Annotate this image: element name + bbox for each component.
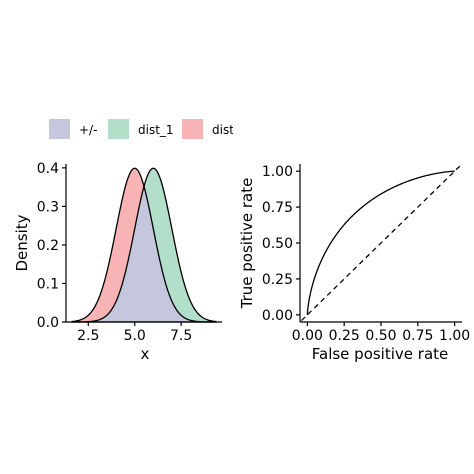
density-y-tick-label: 0.1 bbox=[37, 276, 59, 292]
density-y-tick-label: 0.3 bbox=[37, 199, 59, 215]
roc-diagonal bbox=[301, 164, 461, 322]
roc-y-tick-label: 0.50 bbox=[262, 236, 293, 252]
density-x-tick-label: 2.5 bbox=[77, 328, 99, 344]
roc-ticks: 0.00 0.25 0.50 0.75 1.00 0.00 0.25 0.50 0.75 1.00 bbox=[262, 164, 470, 344]
roc-x-tick-label: 0.75 bbox=[402, 328, 433, 344]
legend-key-plusminus bbox=[49, 119, 70, 139]
density-plot: 2.5 5.0 7.5 0.0 0.1 0.2 0.3 0.4 x Density bbox=[13, 161, 222, 363]
roc-x-tick-label: 1.00 bbox=[439, 328, 470, 344]
roc-x-tick-label: 0.00 bbox=[292, 328, 323, 344]
density-y-tick-label: 0.2 bbox=[37, 238, 59, 254]
roc-y-tick-label: 0.00 bbox=[262, 308, 293, 324]
roc-y-tick-label: 0.75 bbox=[262, 200, 293, 216]
roc-marks bbox=[301, 164, 461, 322]
legend: +/- dist_1 dist bbox=[49, 119, 234, 139]
density-x-tick-label: 7.5 bbox=[170, 328, 192, 344]
density-x-axis-title: x bbox=[141, 345, 150, 363]
roc-x-tick-label: 0.50 bbox=[365, 328, 396, 344]
legend-label-dist: dist bbox=[212, 123, 234, 137]
density-marks bbox=[71, 167, 217, 323]
roc-x-axis-title: False positive rate bbox=[312, 345, 449, 363]
density-area-overlap bbox=[71, 186, 217, 322]
legend-key-dist bbox=[182, 119, 203, 139]
legend-label-dist-1: dist_1 bbox=[138, 123, 174, 137]
legend-label-plusminus: +/- bbox=[79, 123, 97, 137]
roc-y-tick-label: 1.00 bbox=[262, 164, 293, 180]
density-x-tick-label: 5.0 bbox=[124, 328, 146, 344]
roc-y-axis-title: True positive rate bbox=[238, 178, 256, 310]
density-curve-dist bbox=[71, 167, 217, 323]
legend-key-dist-1 bbox=[108, 119, 129, 139]
density-y-axis-title: Density bbox=[13, 214, 31, 271]
density-ticks: 2.5 5.0 7.5 0.0 0.1 0.2 0.3 0.4 bbox=[37, 161, 193, 344]
roc-y-tick-label: 0.25 bbox=[262, 272, 293, 288]
roc-plot: 0.00 0.25 0.50 0.75 1.00 0.00 0.25 0.50 0.75 1.00… bbox=[238, 164, 470, 363]
roc-curve bbox=[306, 170, 455, 315]
density-y-tick-label: 0.0 bbox=[37, 315, 59, 331]
density-y-tick-label: 0.4 bbox=[37, 161, 59, 177]
roc-x-tick-label: 0.25 bbox=[329, 328, 360, 344]
